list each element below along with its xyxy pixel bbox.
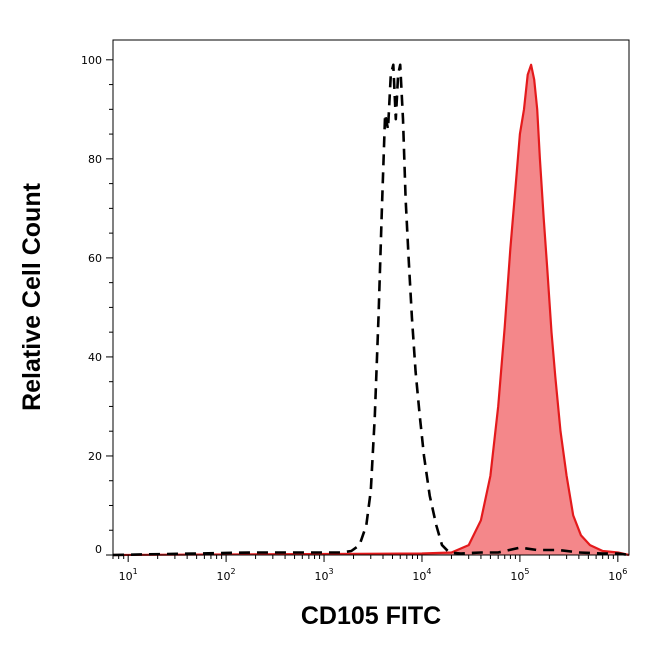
y-tick-label: 60 [88, 252, 102, 265]
x-tick-label: 101 [119, 567, 138, 583]
x-axis-title: CD105 FITC [301, 602, 441, 630]
series-0-line [112, 63, 630, 557]
series-1-line [112, 63, 630, 557]
y-tick-label: 80 [88, 153, 102, 166]
x-tick-label: 103 [314, 567, 333, 583]
y-axis-title: Relative Cell Count [18, 182, 46, 410]
x-tick-label: 104 [412, 567, 431, 583]
line-layer [112, 63, 630, 557]
y-tick-label: 100 [81, 54, 102, 67]
x-tick-label: 106 [608, 567, 627, 583]
y-tick-label: 0 [95, 543, 102, 556]
x-tick-label: 105 [510, 567, 529, 583]
x-tick-label: 102 [217, 567, 236, 583]
y-tick-label: 20 [88, 450, 102, 463]
y-axis-ticks: 0 20 40 60 80 100 [81, 54, 113, 556]
fill-layer [113, 64, 629, 556]
y-tick-label: 40 [88, 351, 102, 364]
x-axis-ticks: 101 102 103 104 105 106 [112, 555, 627, 583]
series-1-area [113, 64, 629, 556]
